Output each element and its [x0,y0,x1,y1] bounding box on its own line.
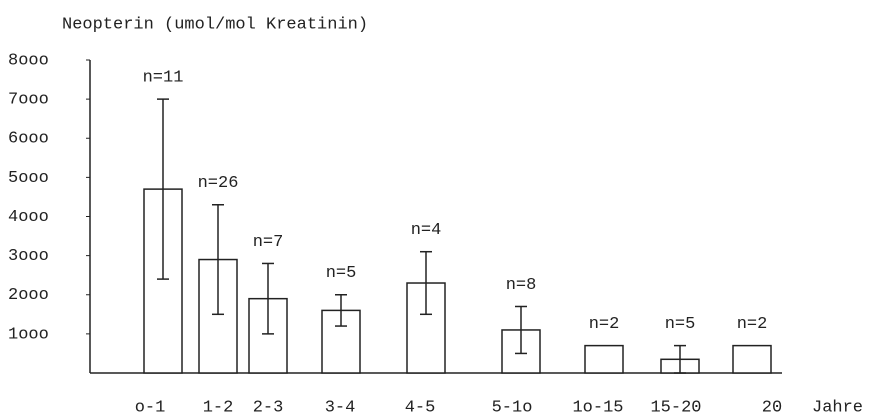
y-axis-label: Neopterin (umol/mol Kreatinin) [62,15,368,34]
y-tick-label: 3ooo [8,247,49,266]
bar [198,258,238,374]
bar [732,344,772,374]
x-tick-label: 20 [762,398,782,417]
x-tick-label: 4-5 [405,398,436,417]
bar [584,344,624,374]
x-tick-label: o-1 [135,398,166,417]
annotation: n=8 [506,276,537,295]
y-tick-label: 1ooo [8,325,49,344]
annotation: n=2 [589,315,620,334]
annotation: n=5 [665,315,696,334]
annotation: n=5 [326,264,357,283]
y-tick-label: 8ooo [8,51,49,70]
annotation: n=4 [411,221,442,240]
annotation: n=11 [143,69,184,88]
y-tick-label: 7ooo [8,91,49,110]
y-tick-label: 6ooo [8,130,49,149]
bar [248,297,288,374]
y-tick-label: 5ooo [8,169,49,188]
x-tick-label: 5-1o [492,398,533,417]
y-tick-label: 2ooo [8,286,49,305]
x-tick-label: 1-2 [203,398,234,417]
x-tick-label: 2-3 [253,398,284,417]
x-tick-label: 15-20 [650,398,701,417]
x-axis-label: Jahre [812,398,863,417]
annotation: n=7 [253,233,284,252]
annotation: n=2 [737,315,768,334]
x-tick-label: 1o-15 [572,398,623,417]
x-tick-label: 3-4 [325,398,356,417]
y-tick-label: 4ooo [8,208,49,227]
annotation: n=26 [198,174,239,193]
